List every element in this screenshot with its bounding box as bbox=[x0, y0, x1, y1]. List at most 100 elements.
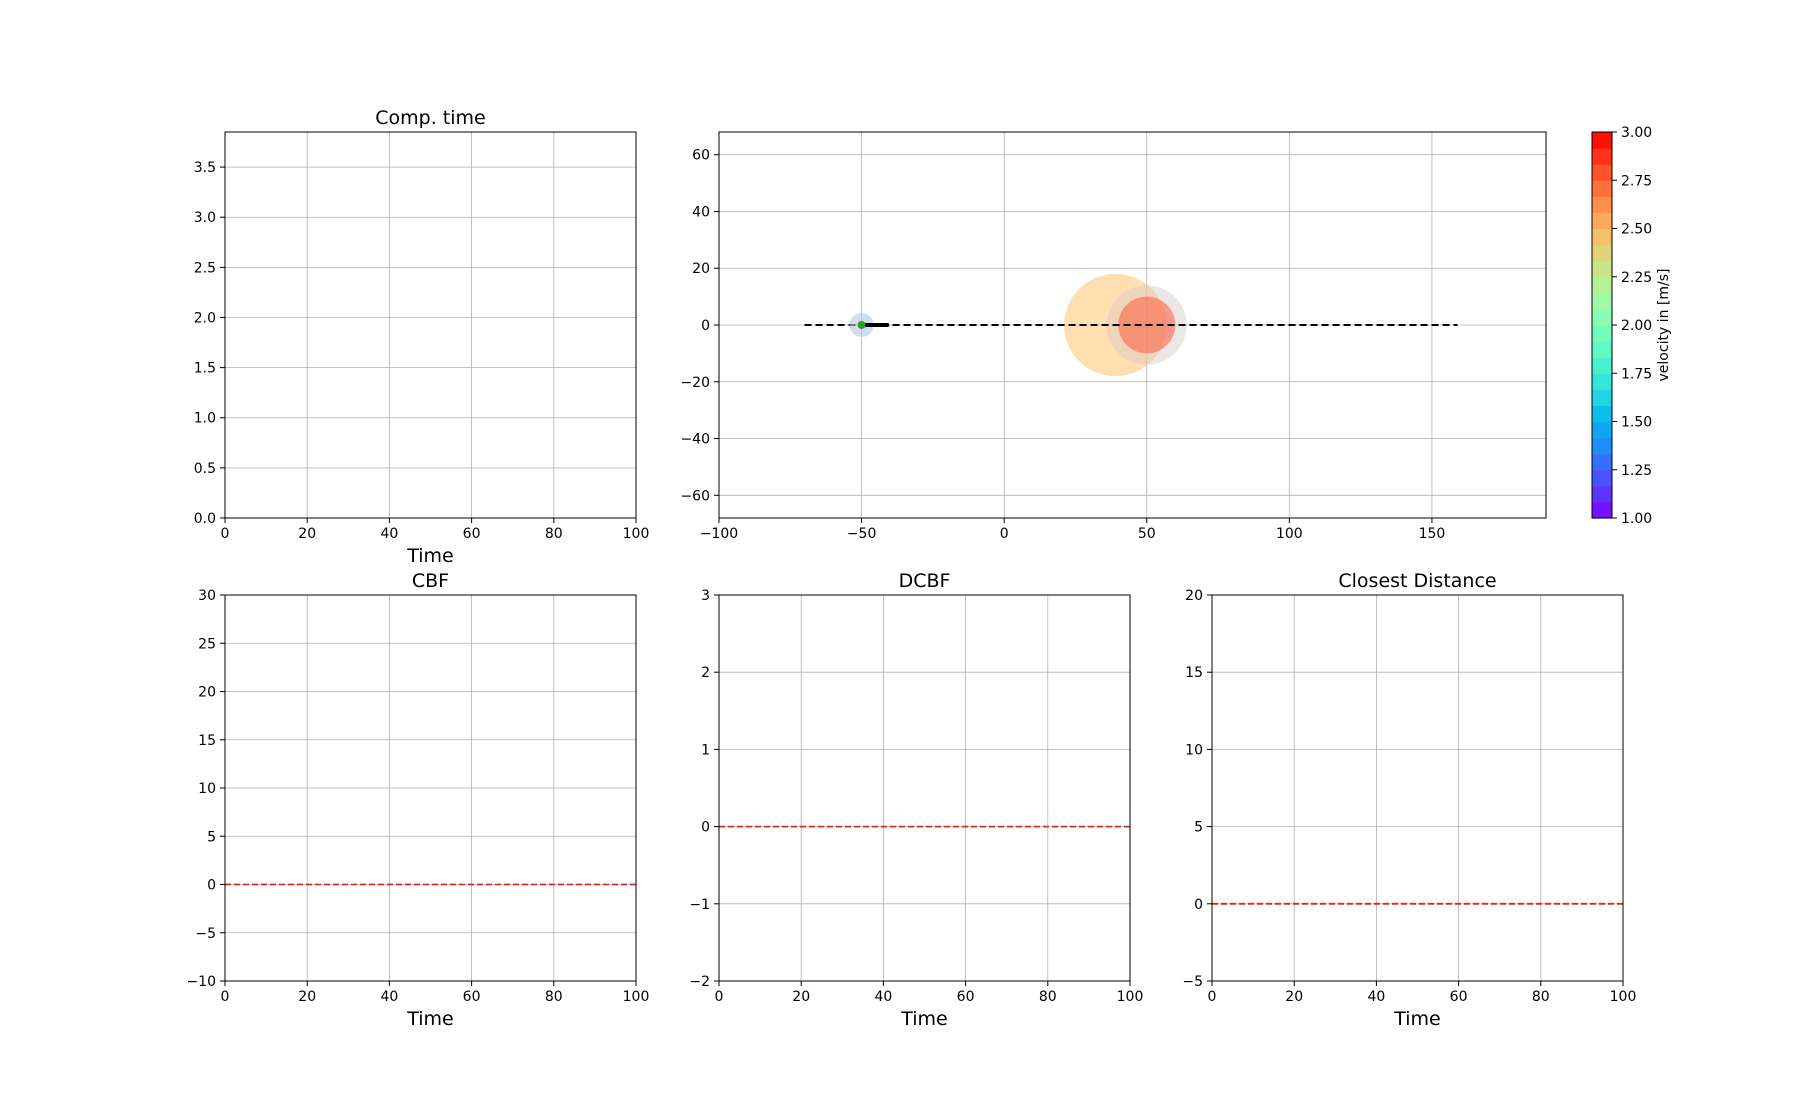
axes-title: Closest Distance bbox=[1338, 570, 1496, 592]
x-tick-label: −100 bbox=[700, 526, 738, 542]
colorbar-band bbox=[1592, 276, 1612, 294]
colorbar-band bbox=[1592, 437, 1612, 455]
y-tick-label: 1.0 bbox=[194, 411, 216, 427]
x-tick-label: 0 bbox=[221, 526, 230, 542]
y-tick-label: −2 bbox=[689, 974, 710, 990]
x-tick-label: 80 bbox=[545, 526, 563, 542]
x-tick-label: 40 bbox=[874, 989, 892, 1005]
x-tick-label: 20 bbox=[298, 989, 316, 1005]
x-tick-label: 40 bbox=[380, 989, 398, 1005]
y-tick-label: 0 bbox=[701, 820, 710, 836]
x-tick-label: 60 bbox=[463, 989, 481, 1005]
axes-comp_time: 0 20 40 60 80 100 0.0 0.5 1.0 1.5 2.0 2.5 3.0 3.5 Comp… bbox=[194, 107, 650, 567]
y-tick-label: 0.0 bbox=[194, 511, 216, 527]
y-tick-label: 2.0 bbox=[194, 310, 216, 326]
y-tick-label: 1 bbox=[701, 742, 710, 758]
colorbar-band bbox=[1592, 325, 1612, 342]
data-layer bbox=[804, 273, 1458, 377]
x-tick-label: 0 bbox=[221, 989, 230, 1005]
y-tick-label: 0 bbox=[207, 878, 216, 894]
colorbar-tick-label: 1.50 bbox=[1621, 415, 1652, 431]
y-tick-label: 25 bbox=[198, 636, 216, 652]
axes-closest: 0 20 40 60 80 100 −5 0 5 10 15 20 Closest Distance Ti… bbox=[1182, 570, 1636, 1030]
axes-frame bbox=[1211, 594, 1624, 982]
axes-frame bbox=[224, 131, 637, 519]
y-tick-label: −40 bbox=[680, 432, 710, 448]
x-tick-label: 80 bbox=[1039, 989, 1057, 1005]
colorbar-tick-label: 2.00 bbox=[1621, 318, 1652, 334]
x-tick-label: 150 bbox=[1419, 526, 1446, 542]
y-tick-label: 0 bbox=[701, 318, 710, 334]
y-tick-label: −20 bbox=[680, 375, 710, 391]
axes-title: CBF bbox=[412, 570, 449, 592]
y-tick-label: 15 bbox=[1185, 665, 1203, 681]
x-tick-label: 0 bbox=[1000, 526, 1009, 542]
y-tick-label: −5 bbox=[1182, 974, 1203, 990]
x-tick-label: 20 bbox=[1285, 989, 1303, 1005]
colorbar-band bbox=[1592, 212, 1612, 230]
colorbar-band bbox=[1592, 453, 1612, 471]
y-tick-label: −60 bbox=[680, 488, 710, 504]
x-tick-label: −50 bbox=[847, 526, 877, 542]
axes-map: −100 −50 0 50 100 150 −60 −40 −20 0 20 40 60 bbox=[680, 131, 1547, 542]
robot-marker bbox=[857, 321, 866, 329]
y-tick-label: 20 bbox=[198, 685, 216, 701]
axes-title: DCBF bbox=[899, 570, 951, 592]
y-tick-label: 60 bbox=[692, 148, 710, 164]
y-tick-label: −5 bbox=[195, 926, 216, 942]
colorbar-band bbox=[1592, 469, 1612, 487]
y-tick-label: 10 bbox=[198, 781, 216, 797]
x-axis-label: Time bbox=[406, 545, 454, 567]
colorbar-band bbox=[1592, 501, 1612, 519]
colorbar-band bbox=[1592, 357, 1612, 374]
x-tick-label: 100 bbox=[623, 526, 650, 542]
y-tick-label: 3 bbox=[701, 588, 710, 604]
y-tick-label: 10 bbox=[1185, 742, 1203, 758]
y-tick-label: 2.5 bbox=[194, 260, 216, 276]
x-tick-label: 20 bbox=[298, 526, 316, 542]
colorbar-tick-label: 3.00 bbox=[1621, 125, 1652, 141]
colorbar-band bbox=[1592, 132, 1612, 149]
x-tick-label: 60 bbox=[463, 526, 481, 542]
colorbar: 1.00 1.25 1.50 1.75 2.00 2.25 2.50 2.75 3.00 velo… bbox=[1591, 125, 1672, 527]
axes-frame bbox=[718, 594, 1131, 982]
x-tick-label: 80 bbox=[1532, 989, 1550, 1005]
x-tick-label: 100 bbox=[1610, 989, 1637, 1005]
y-tick-label: 0.5 bbox=[194, 461, 216, 477]
colorbar-band bbox=[1592, 421, 1612, 439]
colorbar-band bbox=[1592, 148, 1612, 165]
y-tick-label: 3.5 bbox=[194, 160, 216, 176]
colorbar-label: velocity in [m/s] bbox=[1656, 269, 1672, 382]
x-tick-label: 20 bbox=[792, 989, 810, 1005]
x-tick-label: 40 bbox=[380, 526, 398, 542]
x-tick-label: 40 bbox=[1367, 989, 1385, 1005]
colorbar-tick-label: 1.25 bbox=[1621, 463, 1652, 479]
x-tick-label: 100 bbox=[623, 989, 650, 1005]
y-tick-label: 1.5 bbox=[194, 361, 216, 377]
y-tick-label: −10 bbox=[186, 974, 216, 990]
x-tick-label: 0 bbox=[1208, 989, 1217, 1005]
plot-area bbox=[1212, 595, 1623, 981]
colorbar-band bbox=[1592, 292, 1612, 310]
y-tick-label: 5 bbox=[1194, 820, 1203, 836]
colorbar-band bbox=[1592, 228, 1612, 246]
y-tick-label: 2 bbox=[701, 665, 710, 681]
colorbar-band bbox=[1592, 180, 1612, 197]
colorbar-band bbox=[1592, 308, 1612, 326]
y-tick-label: 20 bbox=[1185, 588, 1203, 604]
x-tick-label: 80 bbox=[545, 989, 563, 1005]
y-tick-label: 5 bbox=[207, 829, 216, 845]
y-tick-label: 3.0 bbox=[194, 210, 216, 226]
colorbar-band bbox=[1592, 260, 1612, 278]
colorbar-band bbox=[1592, 244, 1612, 262]
y-tick-label: 20 bbox=[692, 261, 710, 277]
x-tick-label: 100 bbox=[1117, 989, 1144, 1005]
x-axis-label: Time bbox=[900, 1008, 948, 1030]
x-tick-label: 60 bbox=[1450, 989, 1468, 1005]
x-tick-label: 60 bbox=[957, 989, 975, 1005]
y-tick-label: 0 bbox=[1194, 897, 1203, 913]
y-tick-label: −1 bbox=[689, 897, 710, 913]
plot-area bbox=[225, 132, 636, 518]
colorbar-band bbox=[1592, 164, 1612, 181]
